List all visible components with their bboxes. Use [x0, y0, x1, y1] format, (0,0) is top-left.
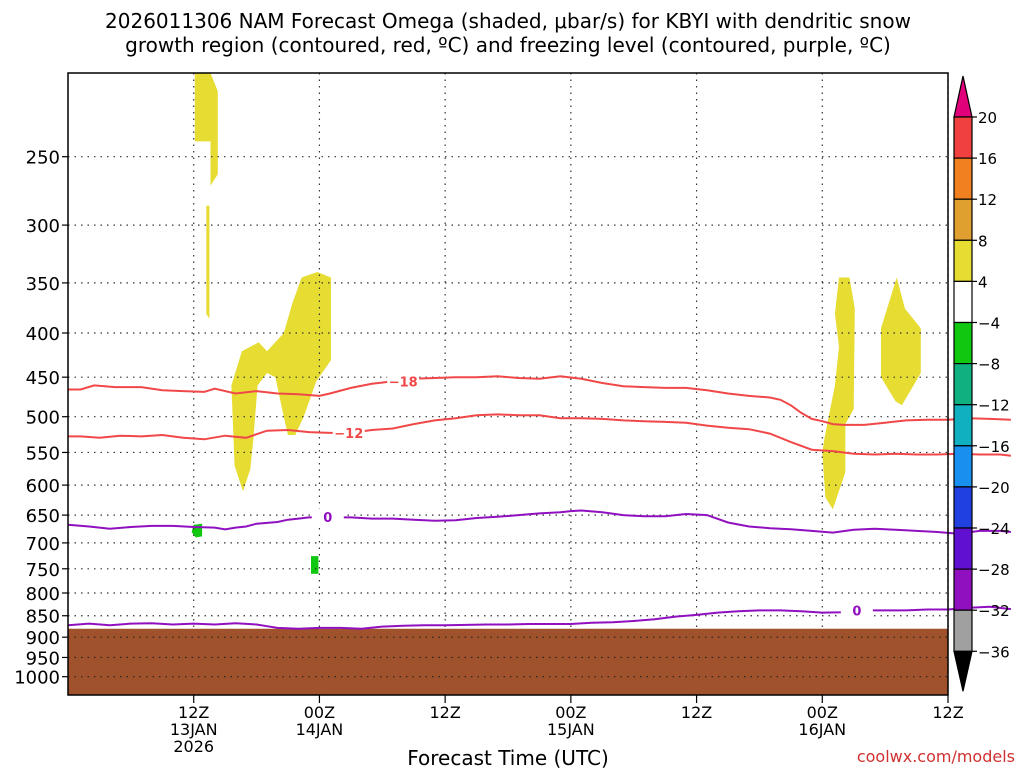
- colorbar-bin-12: [953, 609, 973, 652]
- colorbar-min-arrow: [953, 650, 973, 692]
- omega-area-1: [194, 73, 218, 186]
- y-tick-label-550: 550: [26, 443, 60, 464]
- chart-title-line-1: 2026011306 NAM Forecast Omega (shaded, μ…: [105, 9, 911, 33]
- ground-below-surface: [68, 628, 948, 695]
- x-axis-title: Forecast Time (UTC): [407, 746, 609, 768]
- x-tick-label-42-1: 15JAN: [547, 720, 595, 739]
- y-tick-label-1000: 1000: [14, 668, 60, 689]
- y-tick-label-900: 900: [26, 628, 60, 649]
- y-tick-label-950: 950: [26, 648, 60, 669]
- colorbar-label-12: −32: [978, 602, 1010, 620]
- isotherm-minus18-label-bg: [387, 373, 420, 390]
- plot-frame: [67, 72, 949, 696]
- x-tick-label-6-1: 13JAN: [170, 720, 218, 739]
- isotherm-0-upper-line: [67, 509, 1012, 535]
- isotherm-minus18-line: [68, 375, 1011, 426]
- colorbar-label-13: −36: [978, 643, 1010, 661]
- isotherm-minus18-label: −18: [389, 375, 418, 390]
- isotherm-minus12-label: −12: [334, 427, 363, 442]
- omega-area-7: [311, 556, 319, 574]
- colorbar-label-7: −12: [978, 397, 1010, 415]
- omega-area-2: [206, 205, 210, 319]
- colorbar-max-arrow: [953, 75, 973, 118]
- y-tick-label-500: 500: [26, 408, 60, 429]
- gridlines: [68, 73, 949, 695]
- y-tick-label-650: 650: [26, 506, 60, 527]
- colorbar-label-9: −20: [978, 479, 1010, 497]
- colorbar-bin-11: [953, 568, 973, 611]
- colorbar-label-5: −4: [978, 315, 1000, 333]
- isotherm-minus12-line: [68, 413, 1012, 457]
- x-tick-label-54-0: 12Z: [681, 703, 712, 722]
- colorbar-label-4: 4: [978, 273, 988, 291]
- colorbar-label-6: −8: [978, 356, 1000, 374]
- colorbar-label-3: 8: [978, 232, 988, 250]
- omega-shading-layer: [191, 73, 921, 574]
- x-tick-label-6-2: 2026: [173, 737, 214, 756]
- colorbar-bin-8: [953, 445, 973, 488]
- x-tick-label-18-0: 00Z: [304, 703, 335, 722]
- x-tick-label-78-0: 12Z: [932, 703, 963, 722]
- omega-area-3: [231, 272, 331, 492]
- omega-area-4: [822, 277, 855, 510]
- y-axis: 2503003504004505005506006507007508008509…: [14, 148, 68, 689]
- y-tick-label-350: 350: [26, 274, 60, 295]
- colorbar-bin-5: [953, 321, 973, 365]
- y-tick-label-250: 250: [26, 148, 60, 169]
- colorbar-bin-10: [953, 527, 973, 570]
- y-tick-label-450: 450: [26, 368, 60, 389]
- y-tick-label-300: 300: [26, 216, 60, 237]
- temperature-contours: −18 −12 0 0: [67, 373, 1012, 630]
- isotherm-0-upper-label: 0: [323, 511, 332, 526]
- colorbar-bin-3: [953, 239, 973, 283]
- x-tick-label-66-1: 16JAN: [798, 720, 846, 739]
- colorbar-label-2: 12: [978, 191, 997, 209]
- y-tick-label-750: 750: [26, 560, 60, 581]
- y-tick-label-700: 700: [26, 534, 60, 555]
- isotherm-minus12-label-bg: [332, 424, 365, 441]
- colorbar-bin-4: [953, 280, 973, 324]
- omega-area-5: [881, 277, 921, 406]
- colorbar-bin-9: [953, 486, 973, 529]
- colorbar-bin-0: [953, 116, 973, 159]
- colorbar-bin-6: [953, 363, 973, 406]
- colorbar-label-0: 20: [978, 109, 997, 127]
- colorbar-bin-1: [953, 157, 973, 200]
- x-tick-label-42-0: 00Z: [555, 703, 586, 722]
- isotherm-0-lower-label-bg: [840, 602, 873, 619]
- isotherm-0-lower-label: 0: [852, 604, 861, 619]
- colorbar-label-1: 16: [978, 150, 997, 168]
- colorbar-bin-2: [953, 198, 973, 241]
- colorbar-label-10: −24: [978, 520, 1010, 538]
- x-tick-label-30-0: 12Z: [429, 703, 460, 722]
- colorbar-bin-7: [953, 404, 973, 447]
- x-tick-label-18-1: 14JAN: [296, 720, 344, 739]
- y-tick-label-850: 850: [26, 607, 60, 628]
- omega-colorbar: 20 16 12 8 4 −4 −8 −12 −16 −20 −24 −28 −32 −36: [953, 75, 1010, 692]
- y-tick-label-400: 400: [26, 324, 60, 345]
- colorbar-label-11: −28: [978, 561, 1010, 579]
- y-tick-label-800: 800: [26, 584, 60, 605]
- isotherm-0-upper-label-bg: [311, 508, 344, 525]
- y-tick-label-600: 600: [26, 476, 60, 497]
- chart-title-line-2: growth region (contoured, red, ºC) and f…: [125, 33, 891, 57]
- colorbar-label-8: −16: [978, 438, 1010, 456]
- credit-text: coolwx.com/models: [857, 747, 1015, 766]
- x-tick-label-6-0: 12Z: [178, 703, 209, 722]
- x-tick-label-66-0: 00Z: [807, 703, 838, 722]
